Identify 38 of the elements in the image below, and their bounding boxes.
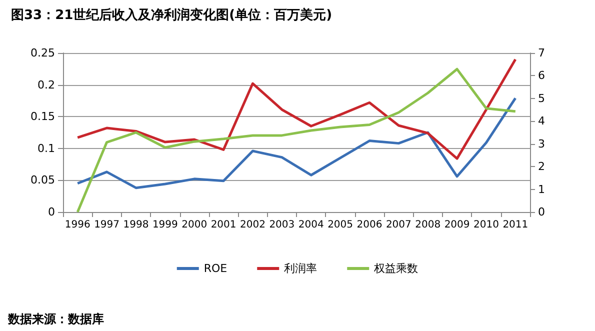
y2-tick-label: 5 — [538, 92, 545, 105]
x-tick-label: 2010 — [473, 220, 499, 230]
x-tick-label: 2004 — [298, 220, 324, 230]
y2-tick-label: 7 — [538, 46, 545, 60]
x-tick-label: 1996 — [64, 220, 90, 230]
x-tick-label: 1999 — [152, 220, 178, 230]
y-tick-label: 0.1 — [38, 142, 55, 155]
y-tick-label: 0.05 — [30, 174, 55, 187]
y2-tick-label: 3 — [538, 137, 545, 150]
x-tick-label: 2007 — [386, 220, 412, 230]
x-tick-label: 2009 — [444, 220, 470, 230]
chart-title: 图33：21世纪后收入及净利润变化图(单位：百万美元) — [11, 7, 332, 23]
x-tick-label: 2006 — [356, 220, 382, 230]
x-tick-label: 2002 — [240, 220, 266, 230]
x-tick-label: 1997 — [94, 220, 120, 230]
line-series — [76, 96, 517, 190]
x-tick-label: 1998 — [123, 220, 149, 230]
y-tick-label: 0 — [48, 206, 55, 218]
y2-tick-label: 1 — [538, 182, 545, 196]
y2-tick-label: 6 — [538, 69, 545, 82]
source-note: 数据来源：数据库 — [7, 312, 104, 326]
line-series — [76, 68, 517, 214]
legend-label: 利润率 — [284, 262, 318, 275]
legend-label: ROE — [204, 262, 228, 275]
x-tick-label: 2011 — [502, 220, 528, 230]
y2-tick-label: 4 — [538, 114, 545, 128]
x-tick-label: 2005 — [328, 220, 354, 230]
x-tick-label: 2000 — [182, 220, 208, 230]
y-tick-label: 0.15 — [30, 110, 55, 124]
legend-label: 权益乘数 — [373, 262, 418, 275]
x-tick-label: 2003 — [269, 220, 295, 230]
y2-tick-label: 0 — [538, 206, 545, 218]
y2-tick-label: 2 — [538, 160, 545, 174]
y-tick-label: 0.25 — [30, 46, 55, 60]
x-tick-label: 2008 — [415, 220, 441, 230]
x-tick-label: 2001 — [210, 220, 236, 230]
y-tick-label: 0.2 — [38, 78, 55, 92]
line-series — [76, 58, 517, 160]
